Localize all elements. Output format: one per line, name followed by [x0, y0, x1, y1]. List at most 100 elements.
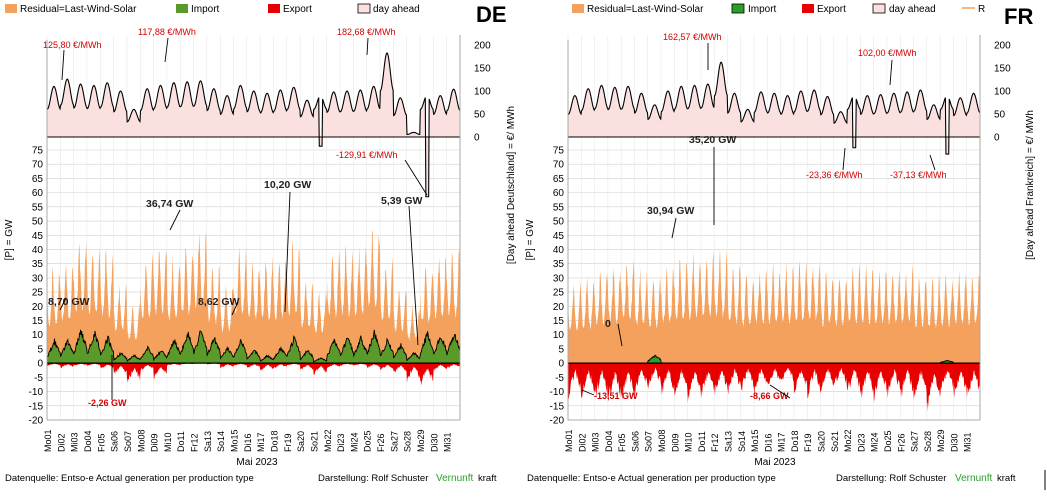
dayahead-fill: [47, 52, 460, 197]
import-area-de: [47, 329, 461, 364]
legend-label-dayahead-fr: day ahead: [889, 4, 936, 15]
annotation-price-fr-3: -23,36 €/MWh: [806, 170, 863, 180]
y-tick-label-power: 45: [32, 231, 44, 242]
x-tick-label: Di30: [949, 433, 959, 452]
x-tick-label: Do04: [83, 430, 93, 452]
x-tick-label: Di16: [763, 433, 773, 452]
x-tick-label: Fr19: [803, 433, 813, 452]
residual-area-de: [47, 229, 460, 364]
y-tick-label-power: 60: [32, 188, 44, 199]
legend-swatch-residual: [5, 4, 17, 13]
annotation-price-fr-1: 162,57 €/MWh: [663, 32, 722, 42]
x-tick-label: Do11: [176, 431, 186, 452]
annotation-price-de-2: 117,88 €/MWh: [138, 27, 196, 37]
footer-brand-black-fr: kraft: [997, 473, 1016, 484]
x-ticks-fr: Mo01 Di02 Mi03 Do04 Fr05 Sa06 So07 Mo08 Di09 Mi10…: [564, 429, 973, 452]
y-tick-label-price: 100: [994, 87, 1011, 98]
legend-label-residual-fr: Residual=Last-Wind-Solar: [587, 4, 704, 15]
annotation-price-de-1: 125,80 €/MWh: [43, 40, 102, 50]
x-tick-label: Di02: [56, 433, 66, 452]
export-area: [568, 363, 980, 412]
legend-de: Residual=Last-Wind-Solar Import Export d…: [5, 3, 420, 15]
y-tick-label-power: -20: [550, 416, 565, 427]
x-tick-label: Do04: [604, 430, 614, 452]
x-tick-label: Mo08: [136, 429, 146, 452]
x-axis-title-de: Mai 2023: [236, 457, 278, 468]
x-tick-label: Mo08: [657, 429, 667, 452]
annotation-power-fr-5: -8,66 GW: [750, 391, 789, 401]
x-tick-label: Mo01: [43, 429, 53, 452]
y-tick-label-price: 50: [474, 110, 486, 121]
y-tick-label-power: 65: [32, 174, 44, 185]
x-tick-label: Sa20: [817, 431, 827, 452]
annotation-leader: [404, 159, 428, 196]
y-tick-label-price: 200: [474, 41, 491, 52]
export-area: [47, 363, 460, 386]
plot-area: [47, 150, 460, 420]
x-tick-label: Do18: [790, 430, 800, 452]
y-tick-label-price: 150: [474, 64, 491, 75]
y-tick-label-power: 5: [37, 344, 43, 355]
y-tick-label-price: 0: [994, 133, 1000, 144]
y-tick-label-power: -10: [550, 387, 565, 398]
y-tick-label-power: 50: [553, 217, 565, 228]
footer-brand-black-de: kraft: [478, 473, 497, 484]
annotation-leader: [408, 205, 419, 346]
y-tick-label-power: 75: [32, 146, 44, 157]
x-axis-title-fr: Mai 2023: [754, 457, 796, 468]
y-tick-label-power: 30: [553, 273, 565, 284]
y-tick-label-power: 70: [553, 160, 565, 171]
x-tick-label: Sa20: [296, 431, 306, 452]
y-tick-label-power: 15: [553, 316, 565, 327]
y-tick-label-power: -5: [555, 373, 564, 384]
y-tick-label-power: 40: [553, 245, 565, 256]
y-tick-label-power: 45: [553, 231, 565, 242]
import-line: [47, 329, 461, 363]
annotation-leader: [59, 297, 67, 311]
y-tick-label-power: -15: [550, 401, 565, 412]
y-tick-label-price: 100: [474, 87, 491, 98]
y-tick-label-power: 35: [553, 259, 565, 270]
x-tick-label: Do18: [269, 430, 279, 452]
x-tick-label: Di09: [150, 433, 160, 452]
panel-fr: Residual=Last-Wind-Solar Import Export d…: [525, 3, 1036, 484]
x-tick-label: Di23: [856, 433, 866, 452]
x-tick-label: Di30: [429, 433, 439, 452]
dayahead-line: [568, 61, 981, 155]
y-axis-title-right-de: [Day ahead Deutschland] = €/ MWh: [506, 106, 517, 264]
y-tick-label-power: 25: [32, 288, 44, 299]
legend-label-export: Export: [283, 4, 312, 15]
annotation-leader: [842, 147, 846, 171]
price-area-de: [46, 52, 461, 198]
x-tick-label: Mo29: [936, 429, 946, 452]
annotation-leaders-fr: [581, 43, 936, 399]
y-tick-label-power: -10: [29, 387, 44, 398]
export-area-de: [47, 363, 460, 386]
x-tick-label: Sa27: [910, 431, 920, 452]
x-tick-label: So21: [830, 431, 840, 452]
x-tick-label: So28: [923, 431, 933, 452]
footer-brand-green-fr: Vernunft: [955, 473, 992, 484]
y-tick-label-power: 70: [32, 160, 44, 171]
legend-label-dayahead: day ahead: [373, 4, 420, 15]
x-tick-label: Fr26: [896, 433, 906, 452]
y-tick-label-price: 200: [994, 41, 1011, 52]
y-tick-label-power: 75: [553, 146, 565, 157]
x-tick-label: Mo15: [230, 429, 240, 452]
x-tick-label: Fr05: [96, 433, 106, 452]
x-tick-label: Mi31: [443, 432, 453, 452]
dayahead-line: [46, 52, 461, 198]
y-tick-label-power: 25: [553, 288, 565, 299]
x-tick-label: Mi24: [870, 432, 880, 452]
annotation-price-fr-4: -37,13 €/MWh: [890, 170, 947, 180]
annotation-leader: [929, 154, 936, 171]
y-tick-label-power: 30: [32, 273, 44, 284]
y-tick-label-power: 35: [32, 259, 44, 270]
residual-area-fr: [568, 248, 980, 364]
residual-area: [47, 229, 460, 364]
legend-swatch-import-fr: [731, 3, 745, 14]
legend-label-export-fr: Export: [817, 4, 846, 15]
y-tick-label-power: 50: [32, 217, 44, 228]
x-tick-label: Sa06: [110, 431, 120, 452]
